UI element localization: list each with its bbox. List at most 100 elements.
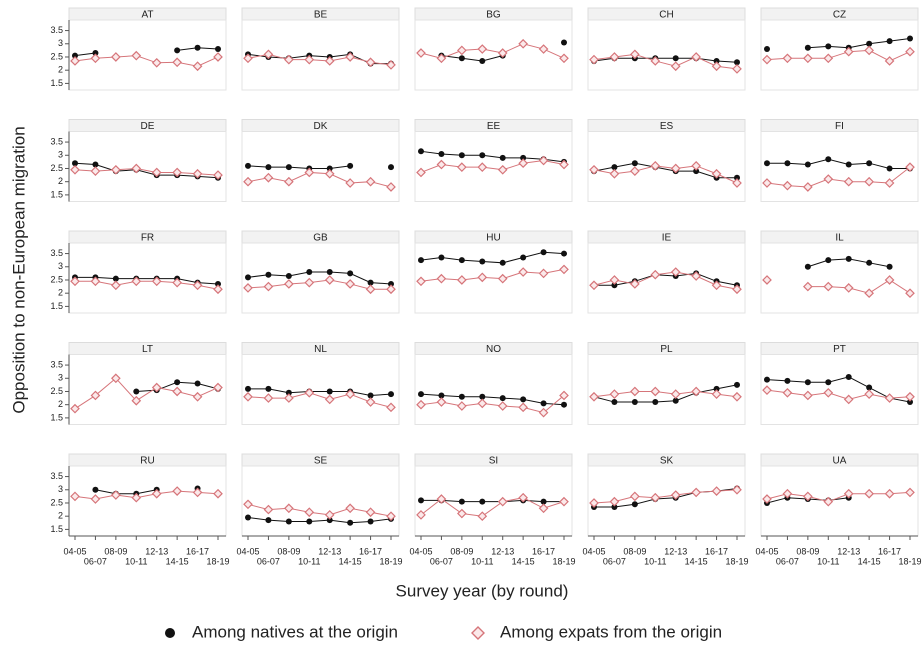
- marker: [416, 276, 426, 287]
- marker: [111, 280, 121, 291]
- marker: [151, 57, 162, 68]
- marker: [72, 52, 78, 59]
- series-line: [248, 388, 392, 396]
- marker: [630, 49, 640, 60]
- marker: [388, 391, 394, 398]
- marker: [479, 152, 486, 159]
- marker: [70, 276, 80, 287]
- marker: [589, 280, 599, 291]
- marker: [803, 491, 813, 502]
- marker: [589, 391, 599, 402]
- marker: [630, 491, 640, 502]
- panel-title: GB: [313, 233, 328, 244]
- panel-frame: [760, 131, 919, 202]
- x-tick-label: 06-07: [257, 556, 280, 566]
- marker: [864, 288, 874, 299]
- marker: [845, 373, 852, 380]
- marker: [477, 162, 488, 173]
- marker: [92, 486, 99, 493]
- marker: [499, 395, 506, 402]
- marker: [670, 389, 681, 399]
- marker: [90, 53, 101, 64]
- marker: [438, 392, 445, 399]
- marker: [845, 161, 852, 168]
- marker: [764, 160, 770, 167]
- y-tick-label: 2: [58, 65, 63, 75]
- marker: [284, 393, 294, 403]
- marker: [416, 48, 426, 58]
- x-tick-label: 08-09: [623, 546, 646, 556]
- panel-title: LT: [142, 344, 153, 355]
- marker: [611, 399, 618, 406]
- series-line: [767, 158, 910, 169]
- panel-frame: [760, 242, 919, 314]
- marker: [561, 39, 567, 46]
- y-tick-label: 2.5: [50, 274, 63, 284]
- panel-title: PT: [833, 344, 846, 355]
- marker: [324, 168, 335, 179]
- marker: [90, 276, 101, 287]
- panel-frame: [68, 19, 227, 91]
- marker: [284, 503, 294, 514]
- marker: [326, 517, 333, 524]
- marker: [782, 180, 793, 191]
- marker: [386, 60, 396, 70]
- marker: [631, 501, 638, 508]
- series-line: [247, 517, 392, 524]
- marker: [762, 385, 772, 396]
- marker: [732, 178, 742, 188]
- marker: [559, 159, 569, 170]
- marker: [243, 391, 253, 402]
- marker: [284, 279, 294, 289]
- marker: [365, 507, 376, 518]
- marker: [458, 55, 465, 62]
- marker: [905, 46, 915, 57]
- marker: [213, 488, 223, 499]
- series-line: [766, 376, 911, 403]
- marker: [823, 281, 834, 292]
- marker: [324, 394, 335, 405]
- marker: [345, 279, 355, 289]
- panel-frame: [760, 465, 919, 537]
- y-tick-label: 2: [58, 288, 63, 298]
- marker: [386, 511, 396, 522]
- marker: [285, 518, 292, 525]
- marker: [905, 391, 915, 402]
- marker: [131, 163, 142, 174]
- marker: [538, 503, 549, 514]
- marker: [263, 281, 274, 292]
- marker: [825, 156, 832, 163]
- panel-frame: [241, 242, 400, 314]
- marker: [243, 283, 253, 293]
- marker: [589, 498, 599, 508]
- panel-title: DK: [314, 121, 328, 132]
- marker: [172, 386, 182, 397]
- x-tick-label: 14-15: [339, 556, 362, 566]
- panel-frame: [414, 354, 573, 425]
- marker: [497, 164, 508, 175]
- marker: [670, 61, 681, 72]
- marker: [213, 170, 223, 180]
- y-tick-label: 2.5: [50, 386, 63, 396]
- panel-title: NO: [486, 344, 501, 355]
- series-line: [420, 150, 565, 163]
- marker: [367, 392, 374, 399]
- marker: [477, 44, 488, 54]
- marker: [804, 263, 811, 270]
- marker: [133, 388, 140, 395]
- marker: [479, 393, 486, 400]
- x-tick-label: 18-19: [206, 556, 229, 566]
- marker: [284, 54, 294, 65]
- marker: [306, 518, 313, 525]
- marker: [670, 163, 681, 174]
- marker: [843, 176, 854, 187]
- series-line: [594, 272, 738, 286]
- marker: [151, 167, 162, 178]
- marker: [672, 397, 679, 404]
- marker: [436, 494, 447, 504]
- marker: [670, 267, 681, 277]
- x-tick-label: 08-09: [277, 546, 300, 556]
- legend-label: Among expats from the origin: [500, 622, 722, 641]
- x-tick-label: 18-19: [725, 556, 748, 566]
- marker: [92, 161, 99, 168]
